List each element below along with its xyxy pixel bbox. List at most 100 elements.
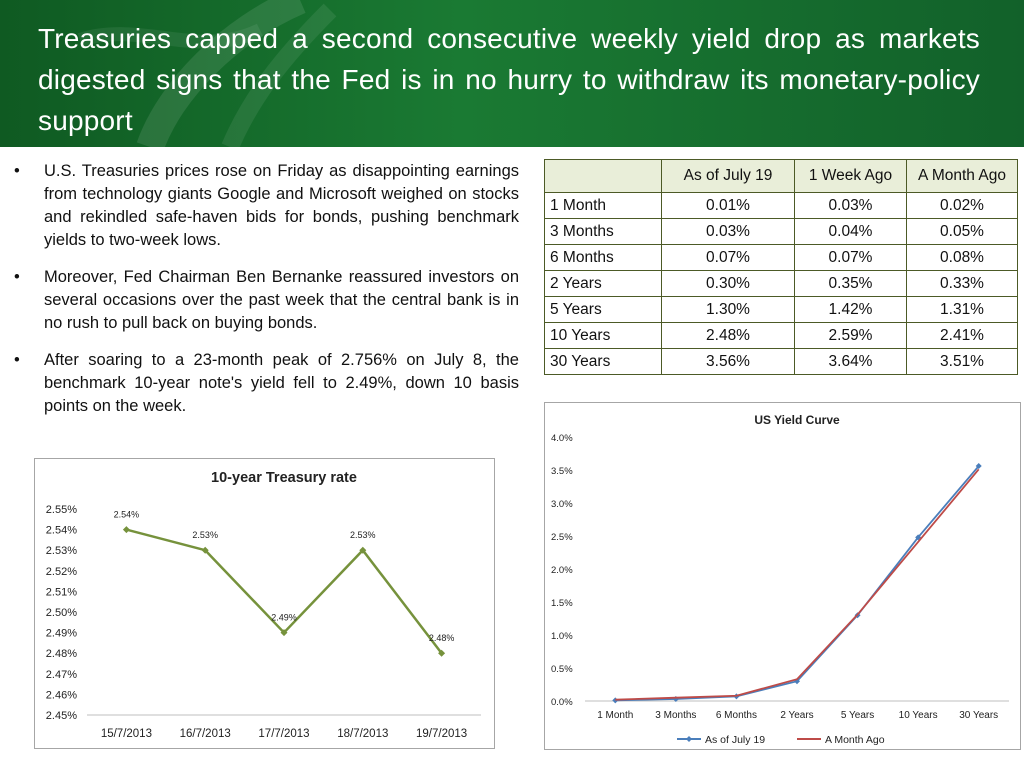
treasury-rate-chart: 10-year Treasury rate 2.45% 2.46% 2.47% 2.48… (46, 470, 481, 740)
table-header-cell: A Month Ago (906, 159, 1018, 193)
table-row: 2 Years 0.30% 0.35% 0.33% (544, 270, 1018, 297)
bullet-item: • Moreover, Fed Chairman Ben Bernanke rea… (14, 266, 519, 335)
data-point (612, 697, 619, 704)
y-tick-label: 1.5% (551, 598, 573, 609)
table-header-cell (544, 159, 662, 193)
data-label: 2.48% (429, 633, 455, 643)
table-cell: 0.02% (906, 192, 1018, 219)
x-tick-label: 30 Years (959, 710, 998, 721)
table-cell: 3.51% (906, 348, 1018, 375)
data-label: 2.53% (192, 530, 218, 540)
table-row: 1 Month 0.01% 0.03% 0.02% (544, 192, 1018, 219)
y-tick-label: 2.55% (46, 504, 77, 516)
legend-label: As of July 19 (705, 734, 765, 746)
table-header-row: As of July 19 1 Week Ago A Month Ago (544, 159, 1018, 193)
bullet-marker: • (14, 162, 20, 180)
y-tick-label: 2.45% (46, 710, 77, 722)
table-cell: 0.30% (661, 270, 795, 297)
y-tick-label: 0.0% (551, 697, 573, 708)
legend-label: A Month Ago (825, 734, 885, 746)
data-point (122, 526, 130, 534)
title-banner: Treasuries capped a second consecutive w… (0, 0, 1024, 147)
y-tick-label: 4.0% (551, 433, 573, 444)
table-cell: 0.35% (794, 270, 907, 297)
table-cell: 0.03% (661, 218, 795, 245)
table-cell: 2.48% (661, 322, 795, 349)
table-cell: 0.03% (794, 192, 907, 219)
bullet-text: U.S. Treasuries prices rose on Friday as… (44, 162, 519, 249)
table-cell: 0.08% (906, 244, 1018, 271)
table-cell: 3.56% (661, 348, 795, 375)
x-tick-label: 2 Years (780, 710, 813, 721)
bullet-marker: • (14, 268, 20, 286)
yield-curve-chart-frame: US Yield Curve 0.0% 0.5% 1.0% 1.5% 2.0% 2.5% 3.… (544, 402, 1021, 750)
table-cell: 1.30% (661, 296, 795, 323)
table-header-cell: 1 Week Ago (794, 159, 907, 193)
y-tick-label: 2.53% (46, 545, 77, 557)
chart-title: 10-year Treasury rate (211, 470, 357, 486)
data-point (975, 463, 982, 470)
y-tick-label: 2.48% (46, 648, 77, 660)
table-cell: 3.64% (794, 348, 907, 375)
x-tick-label: 16/7/2013 (180, 728, 231, 740)
table-cell: 0.01% (661, 192, 795, 219)
table-cell: 10 Years (544, 322, 662, 349)
bullet-marker: • (14, 351, 20, 369)
table-cell: 0.07% (661, 244, 795, 271)
x-tick-label: 1 Month (597, 710, 633, 721)
treasury-rate-chart-frame: 10-year Treasury rate 2.45% 2.46% 2.47% 2.48… (34, 458, 495, 749)
table-cell: 0.33% (906, 270, 1018, 297)
x-tick-label: 10 Years (899, 710, 938, 721)
y-tick-label: 2.52% (46, 566, 77, 578)
table-cell: 6 Months (544, 244, 662, 271)
table-cell: 2.41% (906, 322, 1018, 349)
x-tick-label: 6 Months (716, 710, 757, 721)
table-row: 10 Years 2.48% 2.59% 2.41% (544, 322, 1018, 349)
bullet-item: • U.S. Treasuries prices rose on Friday a… (14, 160, 519, 252)
x-tick-label: 15/7/2013 (101, 728, 152, 740)
y-tick-label: 2.5% (551, 532, 573, 543)
data-point (359, 546, 367, 554)
data-point (280, 629, 288, 637)
y-tick-label: 2.0% (551, 565, 573, 576)
series-line (615, 468, 980, 701)
data-label: 2.49% (271, 613, 297, 623)
table-cell: 3 Months (544, 218, 662, 245)
x-tick-label: 18/7/2013 (337, 728, 388, 740)
table-cell: 2.59% (794, 322, 907, 349)
chart-title: US Yield Curve (754, 413, 840, 427)
table-row: 30 Years 3.56% 3.64% 3.51% (544, 348, 1018, 375)
data-label: 2.53% (350, 530, 376, 540)
table-cell: 30 Years (544, 348, 662, 375)
x-tick-label: 17/7/2013 (258, 728, 309, 740)
y-tick-label: 2.47% (46, 669, 77, 681)
table-cell: 0.05% (906, 218, 1018, 245)
x-tick-label: 19/7/2013 (416, 728, 467, 740)
slide-title: Treasuries capped a second consecutive w… (38, 23, 980, 136)
data-point (201, 546, 209, 554)
bullet-text: After soaring to a 23-month peak of 2.75… (44, 351, 519, 415)
table-header-cell: As of July 19 (661, 159, 795, 193)
table-cell: 1 Month (544, 192, 662, 219)
y-tick-label: 2.50% (46, 607, 77, 619)
table-cell: 5 Years (544, 296, 662, 323)
y-tick-label: 1.0% (551, 631, 573, 642)
table-row: 6 Months 0.07% 0.07% 0.08% (544, 244, 1018, 271)
y-tick-label: 3.5% (551, 466, 573, 477)
legend-marker (686, 736, 692, 742)
table-cell: 0.04% (794, 218, 907, 245)
banner-decoration (77, 0, 337, 147)
y-tick-label: 2.51% (46, 586, 77, 598)
y-tick-label: 0.5% (551, 664, 573, 675)
bullet-list: • U.S. Treasuries prices rose on Friday a… (14, 160, 519, 432)
y-tick-label: 2.46% (46, 689, 77, 701)
x-tick-label: 3 Months (655, 710, 696, 721)
data-label: 2.54% (114, 510, 140, 520)
bullet-text: Moreover, Fed Chairman Ben Bernanke reas… (44, 268, 519, 332)
y-tick-label: 2.49% (46, 628, 77, 640)
y-tick-label: 2.54% (46, 525, 77, 537)
yield-curve-chart: US Yield Curve 0.0% 0.5% 1.0% 1.5% 2.0% 2.5% 3.… (551, 413, 1009, 746)
yield-table: As of July 19 1 Week Ago A Month Ago 1 M… (544, 159, 1018, 375)
table-cell: 0.07% (794, 244, 907, 271)
table-row: 3 Months 0.03% 0.04% 0.05% (544, 218, 1018, 245)
